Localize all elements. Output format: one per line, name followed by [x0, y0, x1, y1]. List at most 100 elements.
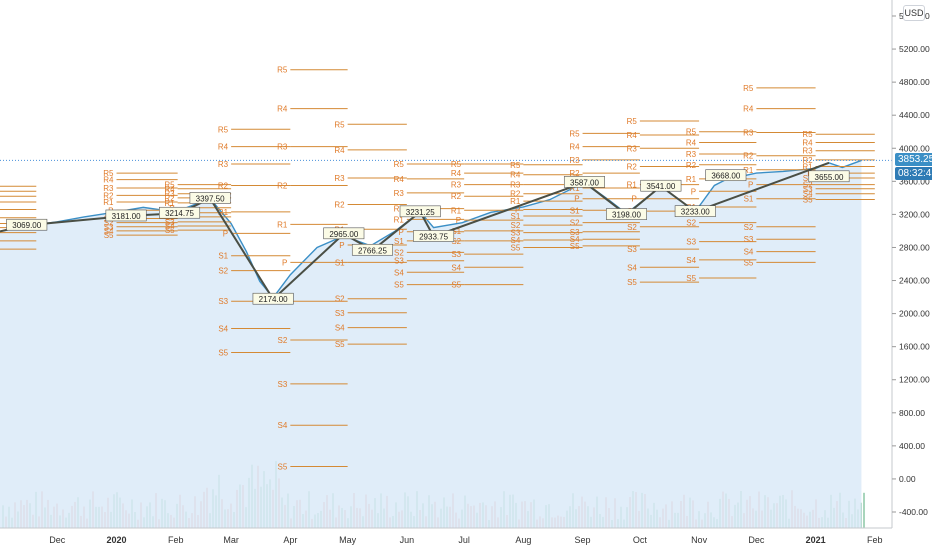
pivot-level-label: R1 — [451, 206, 462, 215]
pivot-level-label: R5 — [569, 129, 580, 138]
zigzag-value-label: 3069.00 — [12, 221, 41, 230]
price-area — [0, 160, 862, 528]
pivot-level-label: S2 — [104, 219, 114, 228]
zigzag-value-box — [606, 208, 648, 220]
pivot-level-label: R4 — [103, 176, 114, 185]
pivot-level-label: S5 — [218, 348, 228, 357]
pivot-level-label: R2 — [218, 181, 229, 190]
y-axis-tick-label: 4400.00 — [899, 110, 930, 120]
zigzag-value-box — [189, 192, 231, 204]
pivot-level-label: R5 — [510, 161, 521, 170]
zigzag-value-box — [674, 205, 716, 217]
zigzag-value-box — [351, 243, 393, 256]
pivot-level-label: R1 — [627, 181, 638, 190]
y-axis-tick-label: 4000.00 — [899, 143, 930, 153]
pivot-level-label: S4 — [686, 256, 696, 265]
x-axis-tick-label: Feb — [867, 535, 883, 545]
pivot-level-label: S5 — [278, 463, 288, 472]
pivot-level-label: P — [223, 229, 228, 238]
pivot-level-label: P — [339, 241, 344, 250]
pivot-level-label: S1 — [218, 252, 228, 261]
pivot-level-label: R4 — [627, 131, 638, 140]
bar-countdown-label: 08:32:45 — [895, 167, 932, 181]
pivot-level-label: R3 — [277, 143, 288, 152]
pivot-level-label: R1 — [164, 199, 175, 208]
pivot-level-label: S4 — [803, 190, 813, 199]
y-axis-tick-label: 5200.00 — [899, 44, 930, 54]
pivot-level-label: S2 — [218, 267, 228, 276]
pivot-level-label: S5 — [570, 242, 580, 251]
pivot-level-label: S1 — [451, 227, 461, 236]
x-axis-tick-label: Sep — [575, 535, 591, 545]
pivot-level-label: S3 — [451, 250, 461, 259]
pivot-level-label: R2 — [510, 190, 521, 199]
pivot-level-label: S3 — [278, 380, 288, 389]
x-axis-tick-label: 2020 — [106, 535, 126, 545]
pivot-level-label: R5 — [686, 128, 697, 137]
pivot-level-label: R2 — [164, 194, 175, 203]
x-axis-tick-label: Dec — [748, 535, 765, 545]
pivot-level-label: R3 — [451, 181, 462, 190]
x-axis-tick-label: 2021 — [806, 535, 826, 545]
pivot-level-label: R3 — [510, 181, 521, 190]
pivot-level-label: S2 — [278, 336, 288, 345]
pivot-level-label: R4 — [451, 169, 462, 178]
x-axis-tick-label: Dec — [49, 535, 66, 545]
zigzag-value-box — [705, 169, 747, 182]
y-axis-tick-label: 400.00 — [899, 441, 925, 451]
pivot-level-label: R4 — [277, 105, 288, 114]
pivot-level-label: R5 — [218, 125, 229, 134]
zigzag-value-label: 3233.00 — [681, 208, 710, 217]
y-axis-tick-label: 3200.00 — [899, 209, 930, 219]
pivot-level-label: S3 — [744, 235, 754, 244]
pivot-level-label: R1 — [569, 184, 580, 193]
pivot-level-label: R4 — [510, 171, 521, 180]
zigzag-value-label: 3587.00 — [570, 178, 599, 187]
pivot-level-label: S3 — [511, 229, 521, 238]
pivot-level-label: R5 — [451, 160, 462, 169]
pivot-level-label: S3 — [686, 238, 696, 247]
pivot-level-label: S5 — [744, 258, 754, 267]
pivot-level-label: P — [748, 181, 753, 190]
pivot-level-label: R5 — [334, 120, 345, 129]
volume-bar — [863, 492, 865, 528]
zigzag-value-label: 3655.00 — [815, 173, 844, 182]
pivot-level-label: S2 — [744, 223, 754, 232]
pivot-level-label: R1 — [394, 215, 405, 224]
zigzag-value-label: 2766.25 — [358, 246, 387, 255]
pivot-level-label: S1 — [570, 206, 580, 215]
pivot-level-label: R2 — [743, 152, 754, 161]
zigzag-value-box — [563, 176, 605, 188]
y-axis-tick-label: 4800.00 — [899, 77, 930, 87]
currency-badge[interactable]: USD — [903, 5, 925, 21]
pivot-level-label: S5 — [803, 196, 813, 205]
zigzag-value-box — [808, 170, 850, 183]
pivot-level-label: S3 — [803, 185, 813, 194]
pivot-level-label: S4 — [394, 268, 404, 277]
pivot-level-label: R4 — [569, 143, 580, 152]
pivot-level-label: R3 — [686, 150, 697, 159]
pivot-level-label: S5 — [511, 243, 521, 252]
y-axis-tick-label: 2000.00 — [899, 309, 930, 319]
pivot-level-label: R1 — [802, 162, 813, 171]
zigzag-value-label: 3214.75 — [165, 209, 194, 218]
pivot-level-label: S5 — [451, 281, 461, 290]
pivot-level-label: R5 — [103, 169, 114, 178]
pivot-level-label: S4 — [104, 227, 114, 236]
pivot-level-label: R2 — [686, 161, 697, 170]
pivot-level-label: S2 — [335, 295, 345, 304]
pivot-level-label: S5 — [394, 281, 404, 290]
x-axis-tick-label: Jun — [400, 535, 415, 545]
zigzag-value-label: 3397.50 — [196, 194, 225, 203]
pivot-level-label: S1 — [335, 258, 345, 267]
x-axis-tick-label: Feb — [168, 535, 184, 545]
zigzag-value-box — [6, 218, 48, 231]
pivot-level-label: S2 — [511, 221, 521, 230]
pivot-level-label: S1 — [744, 195, 754, 204]
zigzag-value-label: 3541.00 — [646, 182, 675, 191]
zigzag-value-box — [640, 179, 682, 192]
x-axis-tick-label: Jul — [458, 535, 470, 545]
zigzag-value-label: 2933.75 — [419, 232, 448, 241]
